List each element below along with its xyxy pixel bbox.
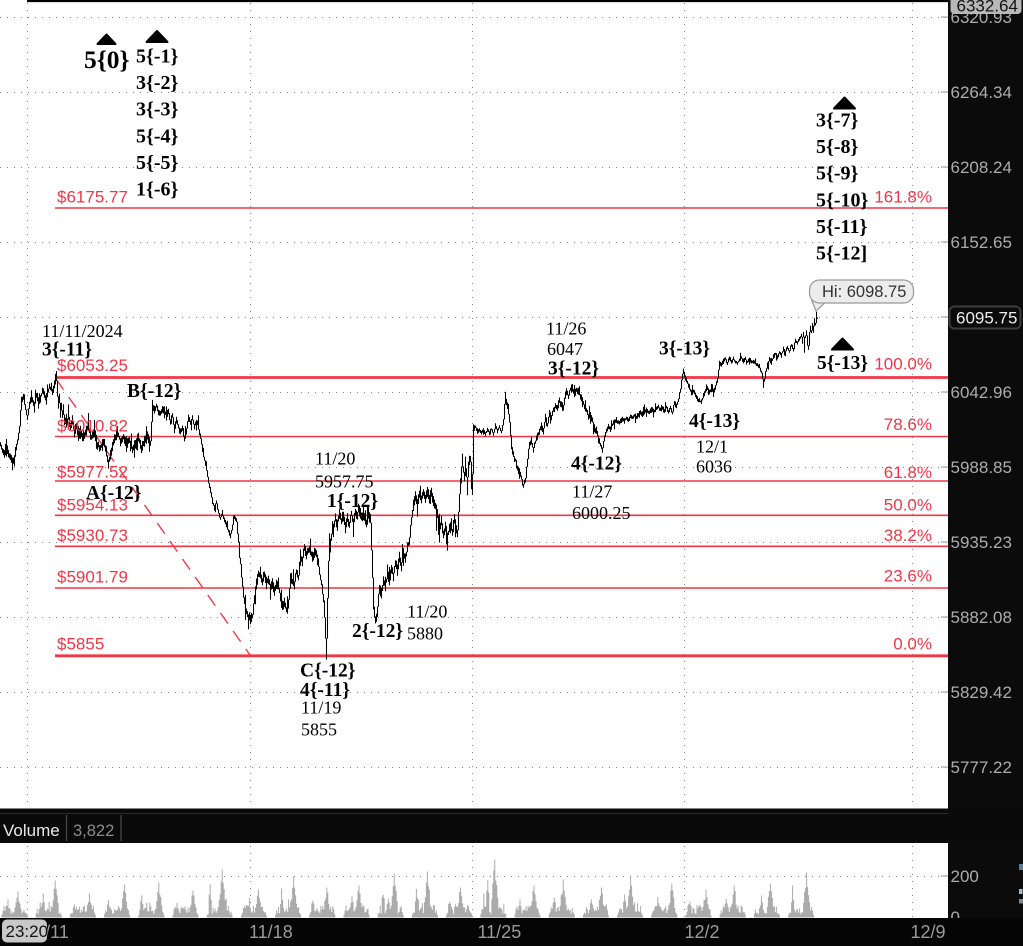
- svg-text:3{-12}: 3{-12}: [548, 359, 599, 380]
- svg-text:5988.85: 5988.85: [951, 458, 1012, 477]
- svg-text:3{-7}: 3{-7}: [816, 110, 859, 132]
- svg-text:0: 0: [951, 908, 960, 927]
- svg-text:6036: 6036: [696, 457, 732, 477]
- svg-text:3,822: 3,822: [73, 822, 114, 840]
- svg-text:A{-12}: A{-12}: [86, 483, 142, 504]
- svg-text:5{-13}: 5{-13}: [817, 353, 868, 374]
- svg-text:5829.42: 5829.42: [951, 683, 1012, 702]
- svg-text:$5855: $5855: [57, 635, 104, 654]
- svg-text:11/20: 11/20: [407, 602, 447, 622]
- svg-text:161.8%: 161.8%: [874, 188, 932, 207]
- svg-text:6152.65: 6152.65: [951, 233, 1012, 252]
- svg-text:1{-12}: 1{-12}: [327, 491, 378, 512]
- svg-text:4{-11}: 4{-11}: [300, 680, 350, 701]
- svg-text:61.8%: 61.8%: [884, 463, 932, 482]
- svg-text:2{-12}: 2{-12}: [352, 621, 403, 642]
- svg-text:12/2: 12/2: [685, 922, 720, 942]
- svg-text:11/19: 11/19: [301, 698, 341, 718]
- svg-text:B{-12}: B{-12}: [127, 381, 182, 402]
- svg-text:6000.25: 6000.25: [572, 503, 631, 523]
- svg-text:78.6%: 78.6%: [884, 415, 932, 434]
- svg-text:5957.75: 5957.75: [315, 472, 374, 492]
- svg-text:6042.96: 6042.96: [951, 383, 1012, 402]
- svg-text:6332.64: 6332.64: [957, 0, 1018, 16]
- svg-text:5{-11}: 5{-11}: [816, 216, 867, 238]
- svg-text:0.0%: 0.0%: [893, 635, 932, 654]
- svg-text:12/1: 12/1: [696, 437, 728, 457]
- svg-text:5882.08: 5882.08: [951, 608, 1012, 627]
- svg-text:5935.23: 5935.23: [951, 533, 1012, 552]
- svg-text:5{-9}: 5{-9}: [816, 163, 859, 185]
- svg-text:11/18: 11/18: [249, 922, 293, 942]
- svg-text:5{-1}: 5{-1}: [136, 46, 179, 68]
- svg-text:50.0%: 50.0%: [884, 496, 932, 515]
- svg-text:5{-12]: 5{-12]: [816, 243, 867, 265]
- svg-text:23:20: 23:20: [6, 922, 49, 941]
- svg-text:11/27: 11/27: [572, 482, 612, 502]
- svg-text:$6175.77: $6175.77: [57, 188, 128, 207]
- svg-text:$5930.73: $5930.73: [57, 526, 128, 545]
- svg-text:5{-4}: 5{-4}: [136, 125, 179, 147]
- svg-text:11/26: 11/26: [546, 319, 586, 339]
- svg-text:6208.24: 6208.24: [951, 158, 1012, 177]
- svg-text:23.6%: 23.6%: [884, 567, 932, 586]
- svg-text:100.0%: 100.0%: [874, 355, 932, 374]
- svg-text:$6053.25: $6053.25: [57, 356, 128, 375]
- svg-text:4{-12}: 4{-12}: [571, 454, 622, 475]
- svg-text:5{-10}: 5{-10}: [816, 189, 869, 211]
- svg-text:5855: 5855: [301, 720, 337, 740]
- svg-text:12/9: 12/9: [911, 922, 946, 942]
- svg-text:5{0}: 5{0}: [84, 45, 130, 74]
- svg-text:5880: 5880: [407, 624, 443, 644]
- svg-text:Volume: Volume: [3, 821, 60, 840]
- svg-text:3{-2}: 3{-2}: [136, 72, 179, 94]
- svg-text:$6010.82: $6010.82: [57, 417, 128, 436]
- svg-text:$5901.79: $5901.79: [57, 568, 128, 587]
- svg-text:3{-3}: 3{-3}: [136, 99, 179, 121]
- svg-text:11/20: 11/20: [315, 449, 355, 469]
- svg-text:C{-12}: C{-12}: [300, 661, 356, 682]
- svg-text:6047: 6047: [547, 339, 583, 359]
- svg-text:5{-5}: 5{-5}: [136, 152, 179, 174]
- svg-text:38.2%: 38.2%: [884, 526, 932, 545]
- svg-text:11/25: 11/25: [478, 922, 522, 942]
- svg-text:1{-6}: 1{-6}: [136, 179, 179, 201]
- svg-text:3{-13}: 3{-13}: [659, 339, 710, 360]
- svg-text:6095.75: 6095.75: [956, 309, 1017, 328]
- svg-text:3{-11}: 3{-11}: [42, 340, 92, 361]
- svg-text:$5954.13: $5954.13: [57, 496, 128, 515]
- svg-text:5{-8}: 5{-8}: [816, 136, 859, 158]
- svg-text:200: 200: [951, 867, 979, 886]
- svg-text:5777.22: 5777.22: [951, 758, 1012, 777]
- svg-text:$5977.52: $5977.52: [57, 463, 128, 482]
- svg-text:11/11/2024: 11/11/2024: [42, 321, 123, 341]
- svg-text:6264.34: 6264.34: [951, 83, 1012, 102]
- svg-text:Hi: 6098.75: Hi: 6098.75: [822, 283, 906, 301]
- svg-text:4{-13}: 4{-13}: [689, 411, 740, 432]
